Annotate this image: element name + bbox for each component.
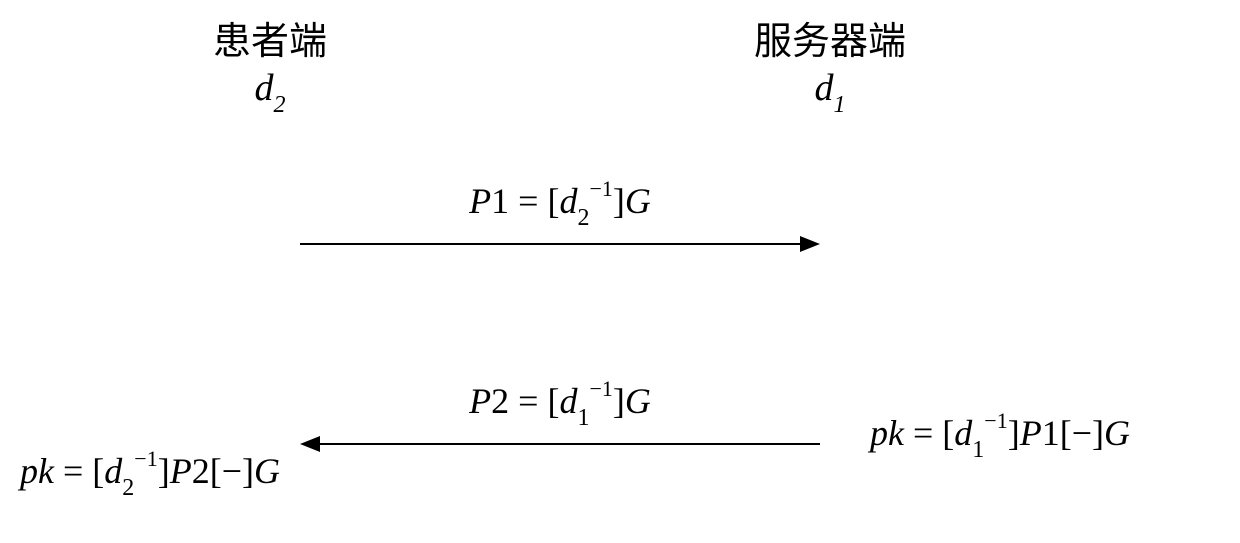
diagram-container: 患者端 d2 服务器端 d1 P1 = [d2−1]G P2 = [d1−1]G (0, 0, 1240, 543)
bl-rbr: ] (158, 451, 170, 491)
bl-minus: − (222, 451, 242, 491)
arrow1-d-sup: −1 (589, 176, 612, 201)
br-d-base: d (954, 413, 972, 453)
br-minus: − (1072, 413, 1092, 453)
left-party-header: 患者端 d2 (160, 20, 380, 116)
arrow1-d-sub: 2 (577, 205, 589, 231)
left-party-var-sub: 2 (274, 92, 286, 118)
arrow1-lbr: [ (547, 181, 559, 221)
right-party-var-sub: 1 (834, 92, 846, 118)
bl-mid: P (170, 451, 192, 491)
bottom-left-equation: pk = [d2−1]P2[−]G (20, 450, 280, 498)
arrow-right-icon (300, 232, 820, 256)
arrow-2-formula: P2 = [d1−1]G (300, 380, 820, 428)
arrow-1-formula: P1 = [d2−1]G (300, 180, 820, 228)
bl-rbr2: ] (242, 451, 254, 491)
arrow2-d-sup: −1 (589, 376, 612, 401)
bl-lbr2: [ (210, 451, 222, 491)
arrow-1-block: P1 = [d2−1]G (300, 180, 820, 256)
bl-d-base: d (104, 451, 122, 491)
arrow2-d-base: d (559, 381, 577, 421)
arrow-left-icon (300, 432, 820, 456)
arrow1-eq: = (518, 181, 538, 221)
right-party-var-base: d (815, 67, 834, 109)
bl-mid-after: 2 (192, 451, 210, 491)
br-rbr: ] (1008, 413, 1020, 453)
arrow2-rbr: ] (613, 381, 625, 421)
bottom-right-equation: pk = [d1−1]P1[−]G (870, 412, 1130, 460)
arrow1-d-base: d (559, 181, 577, 221)
br-tail: G (1104, 413, 1130, 453)
bl-d-sup: −1 (134, 446, 157, 471)
bl-eq: = (63, 451, 83, 491)
br-d-sup: −1 (984, 408, 1007, 433)
bl-lbr: [ (92, 451, 104, 491)
right-party-cn-label: 服务器端 (720, 20, 940, 66)
bl-d-sub: 2 (122, 475, 134, 501)
br-mid-after: 1 (1042, 413, 1060, 453)
arrow2-lbr: [ (547, 381, 559, 421)
arrow1-rbr: ] (613, 181, 625, 221)
bl-tail: G (254, 451, 280, 491)
right-party-var: d1 (720, 66, 940, 116)
left-party-cn-label: 患者端 (160, 20, 380, 66)
left-party-var-base: d (255, 67, 274, 109)
br-lbr: [ (942, 413, 954, 453)
right-party-header: 服务器端 d1 (720, 20, 940, 116)
arrow2-d-sub: 1 (577, 405, 589, 431)
br-lbr2: [ (1060, 413, 1072, 453)
arrow1-lhs-after: 1 (491, 181, 509, 221)
arrow-2-block: P2 = [d1−1]G (300, 380, 820, 456)
br-d-sub: 1 (972, 437, 984, 463)
bl-pk: pk (20, 451, 54, 491)
arrow2-lhs-base: P (469, 381, 491, 421)
arrow1-tail: G (625, 181, 651, 221)
arrow2-lhs-after: 2 (491, 381, 509, 421)
br-mid: P (1020, 413, 1042, 453)
arrow1-lhs-base: P (469, 181, 491, 221)
br-pk: pk (870, 413, 904, 453)
arrow2-eq: = (518, 381, 538, 421)
br-rbr2: ] (1092, 413, 1104, 453)
left-party-var: d2 (160, 66, 380, 116)
br-eq: = (913, 413, 933, 453)
arrow2-tail: G (625, 381, 651, 421)
